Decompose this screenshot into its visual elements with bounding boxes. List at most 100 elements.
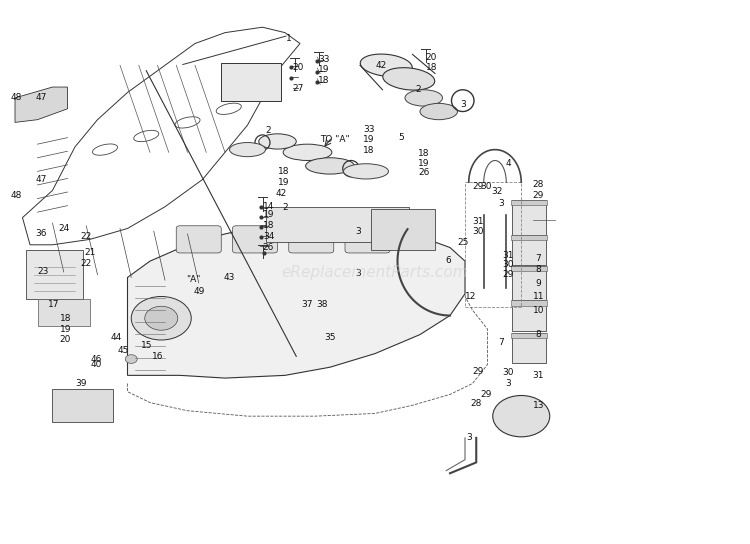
Text: 29: 29 [472,367,484,375]
FancyBboxPatch shape [511,235,547,240]
Ellipse shape [420,103,458,120]
Text: 4: 4 [506,159,512,168]
FancyBboxPatch shape [176,226,221,253]
Circle shape [493,395,550,437]
FancyBboxPatch shape [512,200,546,236]
Ellipse shape [344,164,388,179]
Text: 10: 10 [532,306,544,314]
FancyBboxPatch shape [345,226,390,253]
Text: 47: 47 [35,175,47,184]
Text: 18: 18 [363,146,375,154]
Text: 2: 2 [266,126,272,135]
Text: 30: 30 [503,261,515,269]
Text: 28: 28 [532,181,544,189]
Text: 14: 14 [262,202,274,211]
Text: 3: 3 [466,434,472,442]
Text: 19: 19 [59,325,71,333]
Text: 18: 18 [425,64,437,72]
Text: 17: 17 [48,300,60,309]
Text: 13: 13 [532,401,544,410]
FancyBboxPatch shape [371,209,435,250]
Text: 5: 5 [398,133,404,141]
FancyBboxPatch shape [512,300,546,331]
Text: 42: 42 [375,61,387,70]
Text: 20: 20 [292,64,304,72]
Text: 18: 18 [418,149,430,158]
Text: 26: 26 [262,243,274,252]
Text: 27: 27 [292,84,304,92]
Text: 2: 2 [282,203,288,212]
Text: 2: 2 [416,85,422,94]
Text: 39: 39 [75,379,87,388]
Text: 28: 28 [470,399,482,408]
Text: 37: 37 [302,300,313,309]
Text: 30: 30 [480,182,492,190]
Text: 15: 15 [140,341,152,350]
Text: 33: 33 [363,125,375,134]
Text: 30: 30 [472,227,484,236]
Text: 35: 35 [324,333,336,342]
Circle shape [145,306,178,330]
Text: 34: 34 [262,232,274,241]
Text: 25: 25 [458,238,470,246]
Text: 31: 31 [503,251,515,260]
Text: 8: 8 [536,265,542,274]
Text: 18: 18 [318,76,330,85]
Text: 29: 29 [480,390,492,399]
Text: 3: 3 [356,227,362,236]
Text: 12: 12 [465,292,477,301]
FancyBboxPatch shape [511,300,547,306]
Ellipse shape [360,54,413,77]
Ellipse shape [259,134,296,149]
Text: 48: 48 [10,94,22,102]
Text: 19: 19 [262,211,274,219]
FancyBboxPatch shape [38,299,90,326]
FancyBboxPatch shape [221,63,281,101]
FancyBboxPatch shape [53,389,112,422]
Polygon shape [128,223,465,378]
Text: 45: 45 [118,347,130,355]
Text: 8: 8 [536,330,542,339]
FancyBboxPatch shape [512,333,546,363]
Text: 20: 20 [425,53,437,61]
Text: 3: 3 [460,100,466,109]
Text: 31: 31 [472,218,484,226]
Text: 40: 40 [90,360,102,369]
Text: 18: 18 [262,221,274,230]
Text: 9: 9 [536,280,542,288]
Text: 19: 19 [363,135,375,144]
Text: 19: 19 [318,65,330,74]
Text: TO "A": TO "A" [320,135,350,144]
Text: 23: 23 [38,268,50,276]
Text: 31: 31 [532,371,544,380]
Text: 32: 32 [490,187,502,196]
Text: 16: 16 [152,352,164,361]
Text: 48: 48 [10,191,22,200]
Text: 47: 47 [35,94,47,102]
Text: 24: 24 [58,224,69,233]
Text: 18: 18 [278,167,290,176]
FancyBboxPatch shape [511,266,547,271]
Text: 19: 19 [278,178,290,187]
FancyBboxPatch shape [512,266,546,300]
Text: 43: 43 [223,273,235,282]
Text: 6: 6 [446,256,452,264]
Text: 49: 49 [193,287,205,295]
Circle shape [131,296,191,340]
Text: 22: 22 [81,259,92,268]
FancyBboxPatch shape [511,333,547,338]
Text: 29: 29 [503,270,515,279]
FancyBboxPatch shape [232,226,278,253]
Text: 26: 26 [418,169,430,177]
Text: 18: 18 [59,314,71,323]
Text: 29: 29 [532,191,544,200]
FancyBboxPatch shape [512,235,546,265]
Ellipse shape [382,67,435,90]
Text: 29: 29 [472,182,484,190]
FancyBboxPatch shape [289,226,334,253]
Text: 33: 33 [318,55,330,64]
Polygon shape [15,87,68,122]
FancyBboxPatch shape [511,200,547,205]
Text: eReplacementParts.com: eReplacementParts.com [282,264,468,280]
Ellipse shape [284,144,332,160]
